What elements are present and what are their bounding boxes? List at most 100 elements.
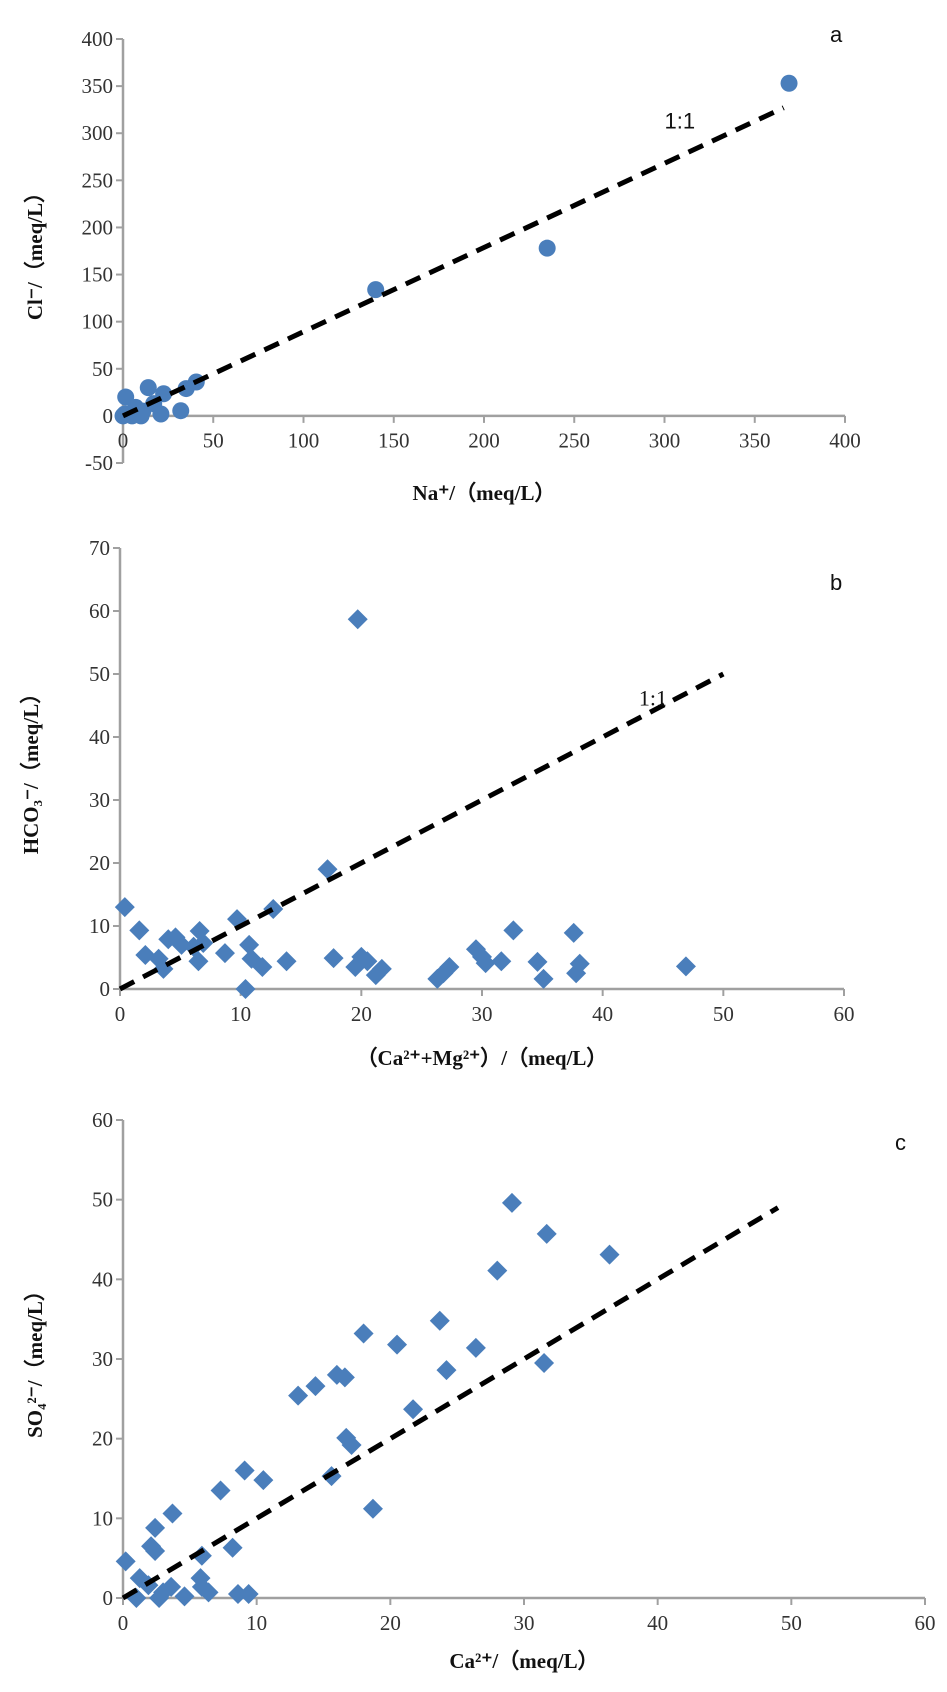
data-point xyxy=(491,951,512,972)
panel-label: a xyxy=(830,22,843,47)
x-tick-label: 0 xyxy=(115,1002,126,1026)
data-point xyxy=(323,948,344,969)
data-point xyxy=(563,922,584,943)
data-point xyxy=(139,379,157,397)
chart-c: 0 10 20 30 40 50 60 0 10 20 30 40 50 60 Ca²⁺/（meq/L） SO… xyxy=(23,1108,936,1673)
data-point xyxy=(367,281,385,299)
data-point xyxy=(436,1360,457,1381)
reference-line-label: 1:1 xyxy=(639,686,667,711)
data-point xyxy=(305,1376,326,1397)
x-tick-label: 30 xyxy=(472,1002,493,1026)
data-point xyxy=(353,1323,374,1344)
data-point xyxy=(465,1337,486,1358)
y-tick-label: 150 xyxy=(82,263,114,287)
x-tick-label: 100 xyxy=(288,428,320,452)
data-point xyxy=(317,859,338,880)
data-point xyxy=(198,1582,219,1603)
y-tick-label: 0 xyxy=(103,404,114,428)
y-tick-label: 50 xyxy=(89,662,110,686)
chart-b: 0 10 20 30 40 50 60 70 0 10 20 30 40 50 60 （Ca²⁺+Mg²⁺）/… xyxy=(19,536,855,1070)
data-point xyxy=(235,979,256,999)
x-tick-label: 400 xyxy=(829,428,861,452)
x-tick-label: 200 xyxy=(468,428,500,452)
x-tick-label: 0 xyxy=(118,428,129,452)
data-point xyxy=(252,956,273,977)
y-tick-label: 20 xyxy=(89,851,110,875)
panel-label: c xyxy=(895,1130,906,1155)
y-axis-title: SO₄²⁻/（meq/L） xyxy=(23,1280,47,1438)
data-point xyxy=(161,1576,182,1597)
x-axis-title: Ca²⁺/（meq/L） xyxy=(449,1649,598,1673)
data-point xyxy=(675,956,696,977)
y-tick-label: 40 xyxy=(92,1267,113,1291)
data-point xyxy=(115,1551,136,1572)
data-point xyxy=(538,239,556,257)
data-point xyxy=(533,968,554,989)
reference-line-1-1 xyxy=(118,671,725,992)
data-point xyxy=(599,1244,620,1265)
x-tick-label: 40 xyxy=(647,1611,668,1635)
data-point xyxy=(780,74,798,92)
data-point xyxy=(162,1503,183,1524)
y-tick-label: 400 xyxy=(82,27,114,51)
data-point xyxy=(487,1260,508,1281)
data-point xyxy=(536,1223,557,1244)
data-point xyxy=(371,958,392,979)
x-tick-label: 350 xyxy=(739,428,771,452)
data-point xyxy=(347,609,368,630)
x-tick-label: 40 xyxy=(592,1002,613,1026)
data-point xyxy=(475,953,496,974)
data-point xyxy=(191,1545,212,1566)
data-point xyxy=(288,1385,309,1406)
y-tick-label: -50 xyxy=(85,451,113,475)
y-tick-label: 30 xyxy=(92,1347,113,1371)
data-point xyxy=(429,1310,450,1331)
x-tick-label: 50 xyxy=(203,428,224,452)
x-tick-label: 20 xyxy=(380,1611,401,1635)
y-tick-label: 20 xyxy=(92,1427,113,1451)
x-tick-label: 60 xyxy=(915,1611,936,1635)
x-tick-label: 50 xyxy=(713,1002,734,1026)
data-point xyxy=(263,898,284,919)
reference-line-label: 1:1 xyxy=(665,109,696,134)
y-tick-label: 100 xyxy=(82,310,114,334)
data-point xyxy=(172,402,190,420)
data-point xyxy=(227,1584,248,1605)
y-tick-label: 0 xyxy=(103,1586,114,1610)
x-tick-label: 60 xyxy=(834,1002,855,1026)
data-point xyxy=(174,1586,195,1607)
y-axis-title: Cl⁻/（meq/L） xyxy=(23,182,47,320)
x-axis-title: （Ca²⁺+Mg²⁺）/（meq/L） xyxy=(357,1046,608,1070)
y-tick-label: 60 xyxy=(92,1108,113,1132)
y-tick-label: 250 xyxy=(82,168,114,192)
y-tick-label: 300 xyxy=(82,121,114,145)
reference-line-1-1 xyxy=(121,105,785,419)
data-point xyxy=(527,951,548,972)
x-tick-label: 300 xyxy=(649,428,681,452)
data-point xyxy=(222,1537,243,1558)
data-point xyxy=(239,934,260,955)
y-tick-label: 50 xyxy=(92,1188,113,1212)
y-tick-label: 0 xyxy=(100,977,111,1001)
data-point xyxy=(534,1352,555,1373)
data-point xyxy=(188,951,209,972)
data-point xyxy=(334,1367,355,1388)
data-point xyxy=(214,943,235,964)
x-tick-label: 50 xyxy=(781,1611,802,1635)
data-point xyxy=(129,920,150,941)
panel-label: b xyxy=(830,570,842,595)
y-tick-label: 350 xyxy=(82,74,114,98)
y-tick-label: 60 xyxy=(89,599,110,623)
data-point xyxy=(341,1435,362,1456)
data-point xyxy=(569,953,590,974)
x-tick-label: 250 xyxy=(559,428,591,452)
data-point xyxy=(403,1399,424,1420)
data-point xyxy=(439,956,460,977)
data-point xyxy=(503,920,524,941)
data-point xyxy=(210,1480,231,1501)
data-point xyxy=(152,405,170,423)
x-tick-label: 30 xyxy=(514,1611,535,1635)
x-tick-label: 150 xyxy=(378,428,410,452)
x-tick-label: 10 xyxy=(246,1611,267,1635)
